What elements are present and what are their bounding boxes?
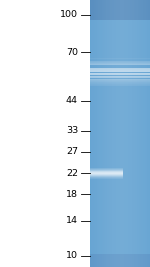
Text: 100: 100 — [60, 10, 78, 19]
Text: 18: 18 — [66, 190, 78, 199]
Text: 14: 14 — [66, 216, 78, 225]
Text: 27: 27 — [66, 147, 78, 156]
Text: 33: 33 — [66, 126, 78, 135]
Text: 22: 22 — [66, 169, 78, 178]
Text: 44: 44 — [66, 96, 78, 105]
Text: 10: 10 — [66, 252, 78, 260]
Text: 70: 70 — [66, 48, 78, 57]
